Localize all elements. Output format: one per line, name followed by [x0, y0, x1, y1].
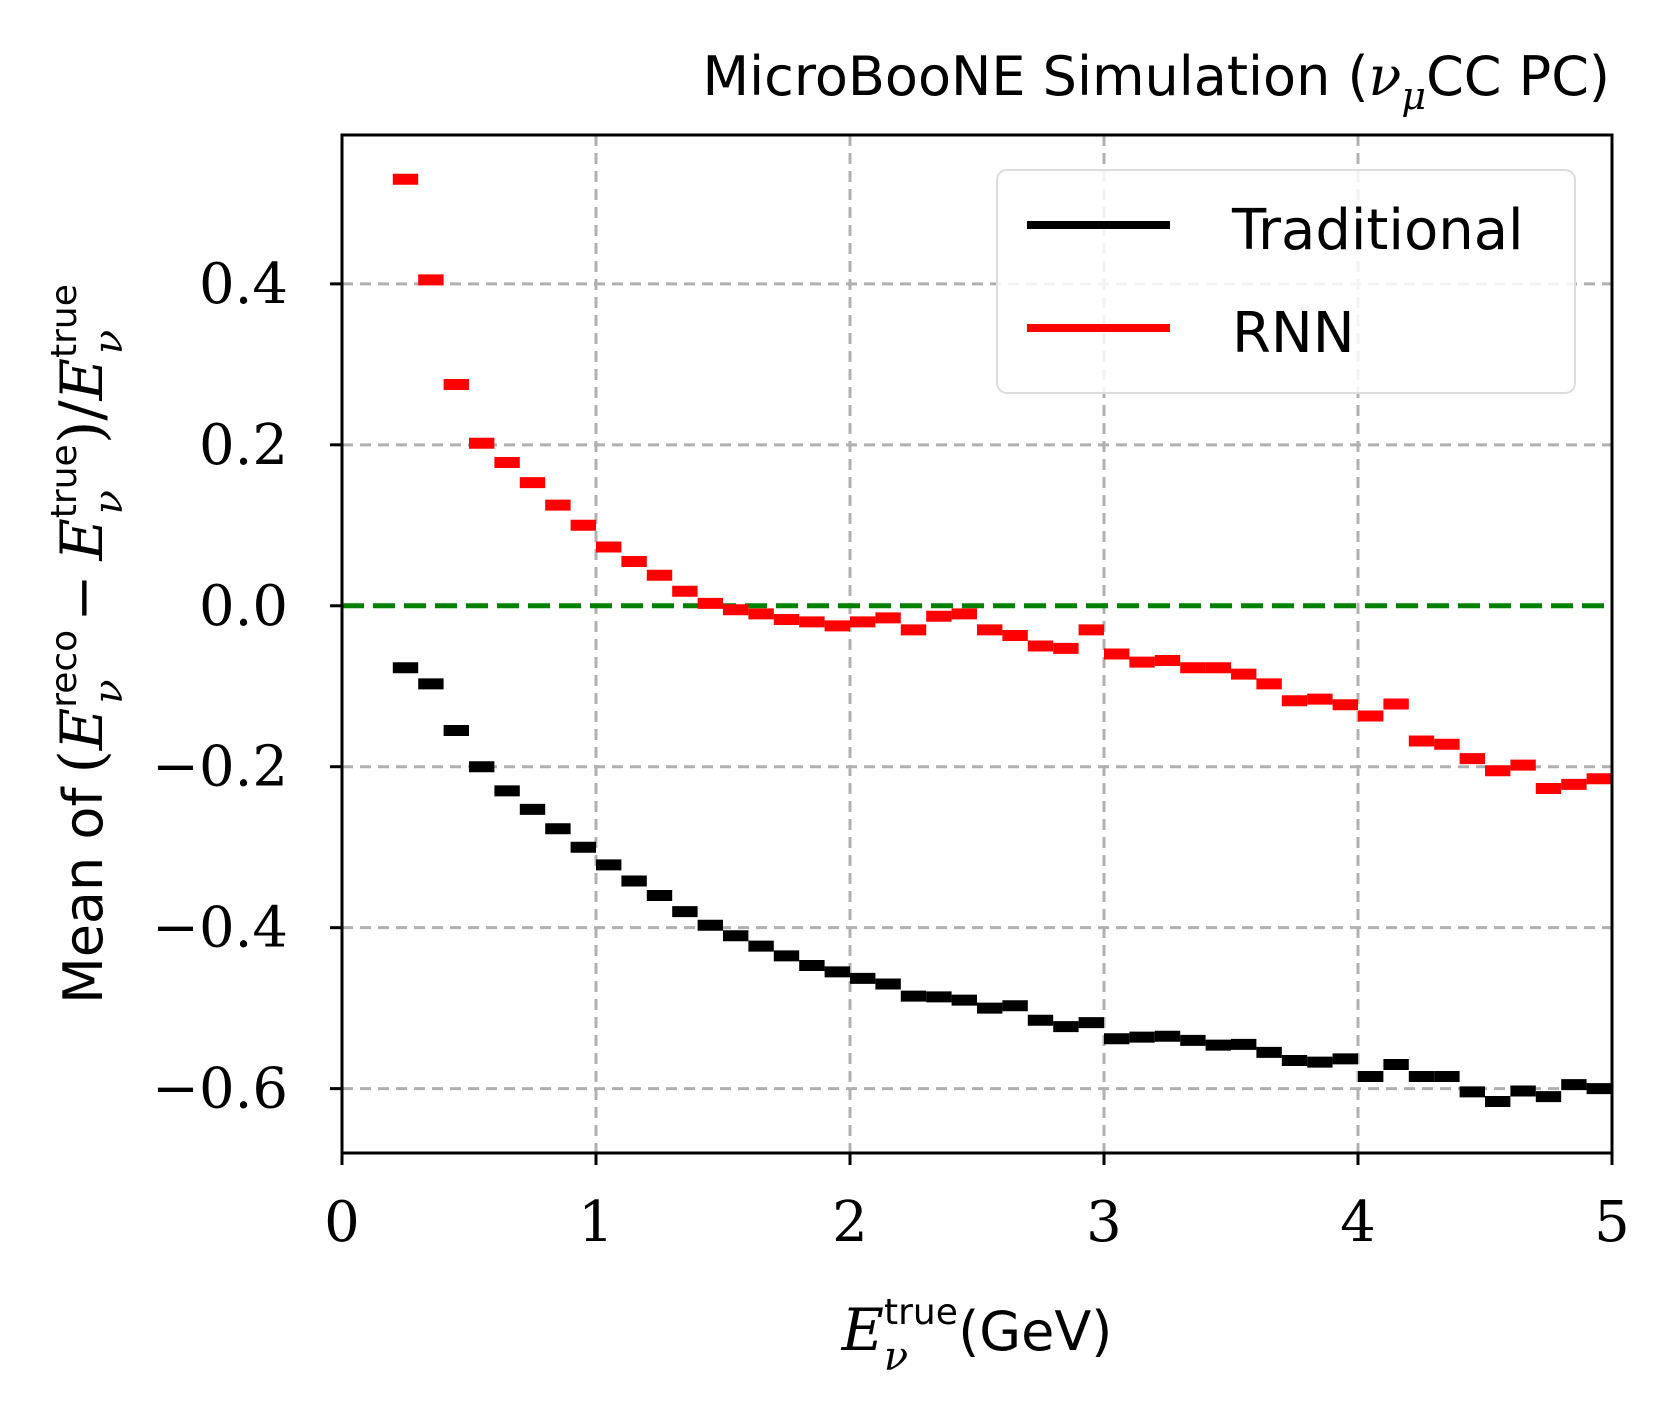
x-tick-label: 2 [832, 1190, 868, 1255]
x-tick-label: 4 [1340, 1190, 1376, 1255]
series-traditional [392, 662, 1612, 1107]
series-rnn [392, 173, 1612, 794]
y-tick-label: −0.6 [152, 1057, 288, 1122]
legend: Traditional RNN [996, 169, 1576, 394]
tick-layer: 0 1 2 3 4 5 −0.6 −0.4 −0.2 0.0 0.2 0.4 [152, 252, 1630, 1255]
x-tick-label: 5 [1594, 1190, 1630, 1255]
x-tick-label: 1 [578, 1190, 614, 1255]
x-axis-label: Etrue ν (GeV) [841, 1292, 1113, 1380]
y-tick-label: −0.2 [152, 735, 288, 800]
y-tick-label: −0.4 [152, 896, 288, 961]
series-layer [392, 173, 1612, 1107]
legend-traditional-label: Traditional [1231, 198, 1524, 263]
chart-title: MicroBooNE Simulation (νμCC PC) [703, 45, 1610, 118]
y-tick-label: 0.0 [199, 574, 288, 639]
y-tick-label: 0.4 [199, 252, 288, 317]
axes-frame [340, 133, 1614, 1155]
y-tick-label: 0.2 [199, 413, 288, 478]
x-tick-label: 0 [324, 1190, 360, 1255]
legend-rnn-label: RNN [1232, 301, 1355, 366]
y-axis-label: Mean of(Erecoν−Etrueν)/Etrueν [44, 284, 132, 1004]
x-tick-label: 3 [1086, 1190, 1122, 1255]
